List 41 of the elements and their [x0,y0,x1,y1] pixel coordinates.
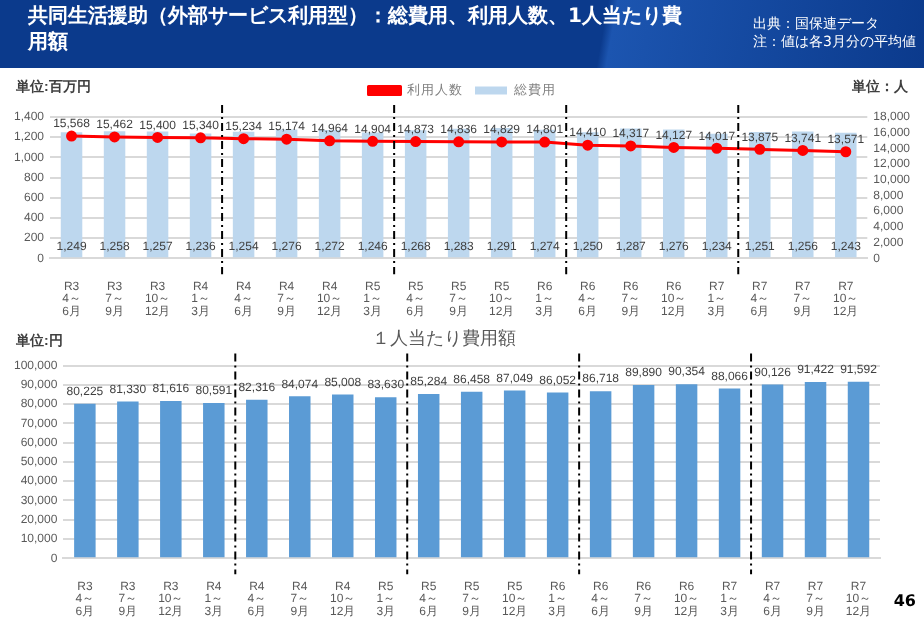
bar [374,397,397,558]
point [625,140,637,152]
bar [503,390,526,558]
chart-title: 共同生活援助（外部サービス利用型）：総費用、利用人数、1人当たり費用額 [28,4,684,56]
point [711,142,723,154]
point [797,144,809,156]
bar [761,384,784,558]
bar [203,402,225,558]
text: 46 [893,592,916,610]
bar [675,384,698,558]
point [754,143,766,155]
point [840,146,852,158]
chart-title: １人当たり費用額 [372,327,516,348]
bar [160,401,182,558]
bar [246,399,268,558]
point [410,136,422,148]
point [453,136,465,148]
point [152,131,164,143]
point [539,136,551,148]
point [496,136,508,148]
bar [289,396,311,558]
point [66,130,78,142]
point [195,132,207,144]
bar [417,393,440,558]
point [367,135,379,147]
bar [117,401,139,558]
point [238,133,250,145]
bar [460,391,483,558]
bar [718,388,741,558]
bar [589,391,612,558]
point [281,133,293,145]
point [582,139,594,151]
bar [847,381,870,558]
bar [332,394,354,558]
point [109,131,121,143]
point [668,141,680,153]
bar [632,385,655,558]
bar [804,382,827,558]
bar [546,392,569,558]
bar [74,403,96,558]
point [324,135,336,147]
